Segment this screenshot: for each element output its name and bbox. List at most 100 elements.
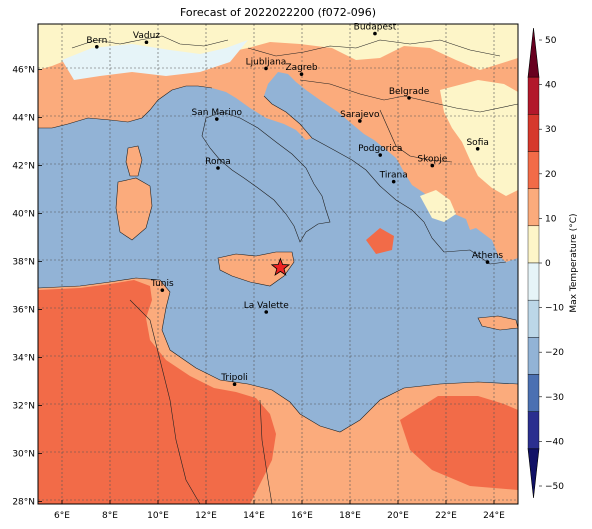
greece-hot: [366, 228, 394, 254]
alps-cool: [62, 40, 248, 80]
colorbar-segment: [527, 337, 540, 375]
city-dot: [475, 147, 480, 151]
lon-tick-label: 8°E: [102, 511, 118, 521]
city-dot: [299, 72, 304, 76]
italy-land: [202, 112, 330, 242]
colorbar-segment: [527, 448, 540, 499]
colorbar-tick-label: −10: [545, 304, 564, 314]
lon-tick-label: 22°E: [435, 511, 457, 521]
lon-tick-label: 14°E: [243, 511, 265, 521]
city-dot: [160, 288, 165, 292]
star-marker: [270, 257, 291, 276]
colorbar-segment: [527, 262, 540, 301]
colorbar-tick-label: 50: [545, 36, 557, 46]
city-label: Tripoli: [220, 373, 248, 383]
colorbar-tick-label: 20: [545, 170, 557, 180]
colorbar-tick-label: −40: [545, 437, 564, 447]
colorbar-segment: [527, 114, 540, 152]
lon-tick-label: 10°E: [147, 511, 169, 521]
city-label: Tunis: [150, 279, 174, 289]
lat-ticks: 46°N 44°N 42°N 40°N 38°N 36°N 34°N 32°N 30°N 28°N: [12, 66, 42, 508]
europe-land: [38, 24, 518, 262]
lon-tick-label: 16°E: [291, 511, 313, 521]
africa-hot: [38, 280, 276, 504]
colorbar-tick-label: 10: [545, 214, 557, 224]
city-dot: [144, 40, 149, 45]
city-label: Podgorica: [358, 144, 402, 154]
city-label: Athens: [472, 251, 503, 261]
colorbar-segment: [527, 76, 540, 115]
crete-land: [478, 316, 518, 330]
graticule: [38, 24, 518, 504]
lon-tick-label: 18°E: [339, 511, 361, 521]
lat-tick-label: 30°N: [12, 450, 35, 460]
lat-tick-label: 38°N: [12, 258, 35, 268]
colorbar-segment: [527, 188, 540, 227]
colorbar-segment: [527, 299, 540, 338]
colorbar-tick-label: −50: [545, 482, 564, 492]
city-dot: [378, 153, 383, 157]
city-dot: [430, 163, 435, 168]
city-label: Skopje: [417, 155, 447, 165]
city-label: Roma: [205, 157, 231, 167]
colorbar-segment: [527, 151, 540, 189]
colorbar: 50 40 30 20 10 0 −10 −20 −30 −40 −50 Max Temperatur…: [527, 27, 579, 499]
lat-tick-label: 42°N: [12, 162, 35, 172]
city-dot: [391, 179, 396, 184]
lat-tick-label: 46°N: [12, 66, 35, 76]
city-dot: [215, 117, 219, 121]
city-dot: [407, 96, 411, 100]
lat-tick-label: 28°N: [12, 498, 35, 508]
corsica-land: [126, 146, 142, 176]
city-label: Vaduz: [133, 31, 160, 41]
city-label: Ljubljana: [246, 57, 287, 67]
balkan-neutral: [440, 80, 518, 196]
colorbar-segment: [527, 374, 540, 412]
colorbar-tick-label: 30: [545, 125, 557, 135]
city-label: San Marino: [192, 108, 243, 118]
lat-tick-label: 32°N: [12, 402, 35, 412]
city-dot: [358, 119, 362, 123]
colorbar-segment: [527, 411, 540, 450]
city-label: Tirana: [379, 171, 408, 181]
colorbar-tick-label: 40: [545, 81, 557, 91]
city-label: Belgrade: [389, 87, 430, 97]
lon-tick-label: 12°E: [195, 511, 217, 521]
city-dot: [216, 166, 220, 170]
city-label: Sarajevo: [340, 110, 380, 120]
lat-tick-label: 44°N: [12, 114, 35, 124]
city-dot: [264, 310, 269, 314]
lat-tick-label: 34°N: [12, 354, 35, 364]
colorbar-segment: [527, 27, 540, 78]
city-dot: [232, 382, 237, 387]
colorbar-label: Max Temperature (°C): [569, 213, 579, 312]
city-label: Budapest: [354, 23, 397, 33]
marker-layer: [270, 257, 291, 276]
borders: [38, 35, 518, 504]
colorbar-tick-label: −30: [545, 393, 564, 403]
city-label: Bern: [86, 36, 107, 46]
egypt-hot: [400, 396, 518, 490]
city-dot: [485, 260, 490, 264]
map-title: Forecast of 2022022200 (f072-096): [179, 6, 377, 19]
greece-neutral: [420, 190, 456, 222]
map-frame: [37, 23, 519, 505]
colorbar-segment: [527, 225, 540, 264]
lon-tick-label: 24°E: [483, 511, 505, 521]
lon-ticks: 6°E 8°E 10°E 12°E 14°E 16°E 18°E 20°E 22°E 24°E: [54, 500, 505, 521]
city-dot: [264, 66, 268, 71]
colorbar-tick-label: −20: [545, 348, 564, 358]
city-dot: [373, 31, 377, 36]
city-label: La Valette: [244, 301, 289, 311]
lon-tick-label: 6°E: [54, 511, 70, 521]
city-dot: [95, 45, 99, 49]
colorbar-tick-label: 0: [545, 259, 551, 269]
city-label: Sofia: [466, 138, 488, 148]
lat-tick-label: 40°N: [12, 210, 35, 220]
sardinia-land: [116, 178, 152, 240]
lat-tick-label: 36°N: [12, 306, 35, 316]
lon-tick-label: 20°E: [387, 511, 409, 521]
city-label: Zagreb: [285, 63, 317, 73]
